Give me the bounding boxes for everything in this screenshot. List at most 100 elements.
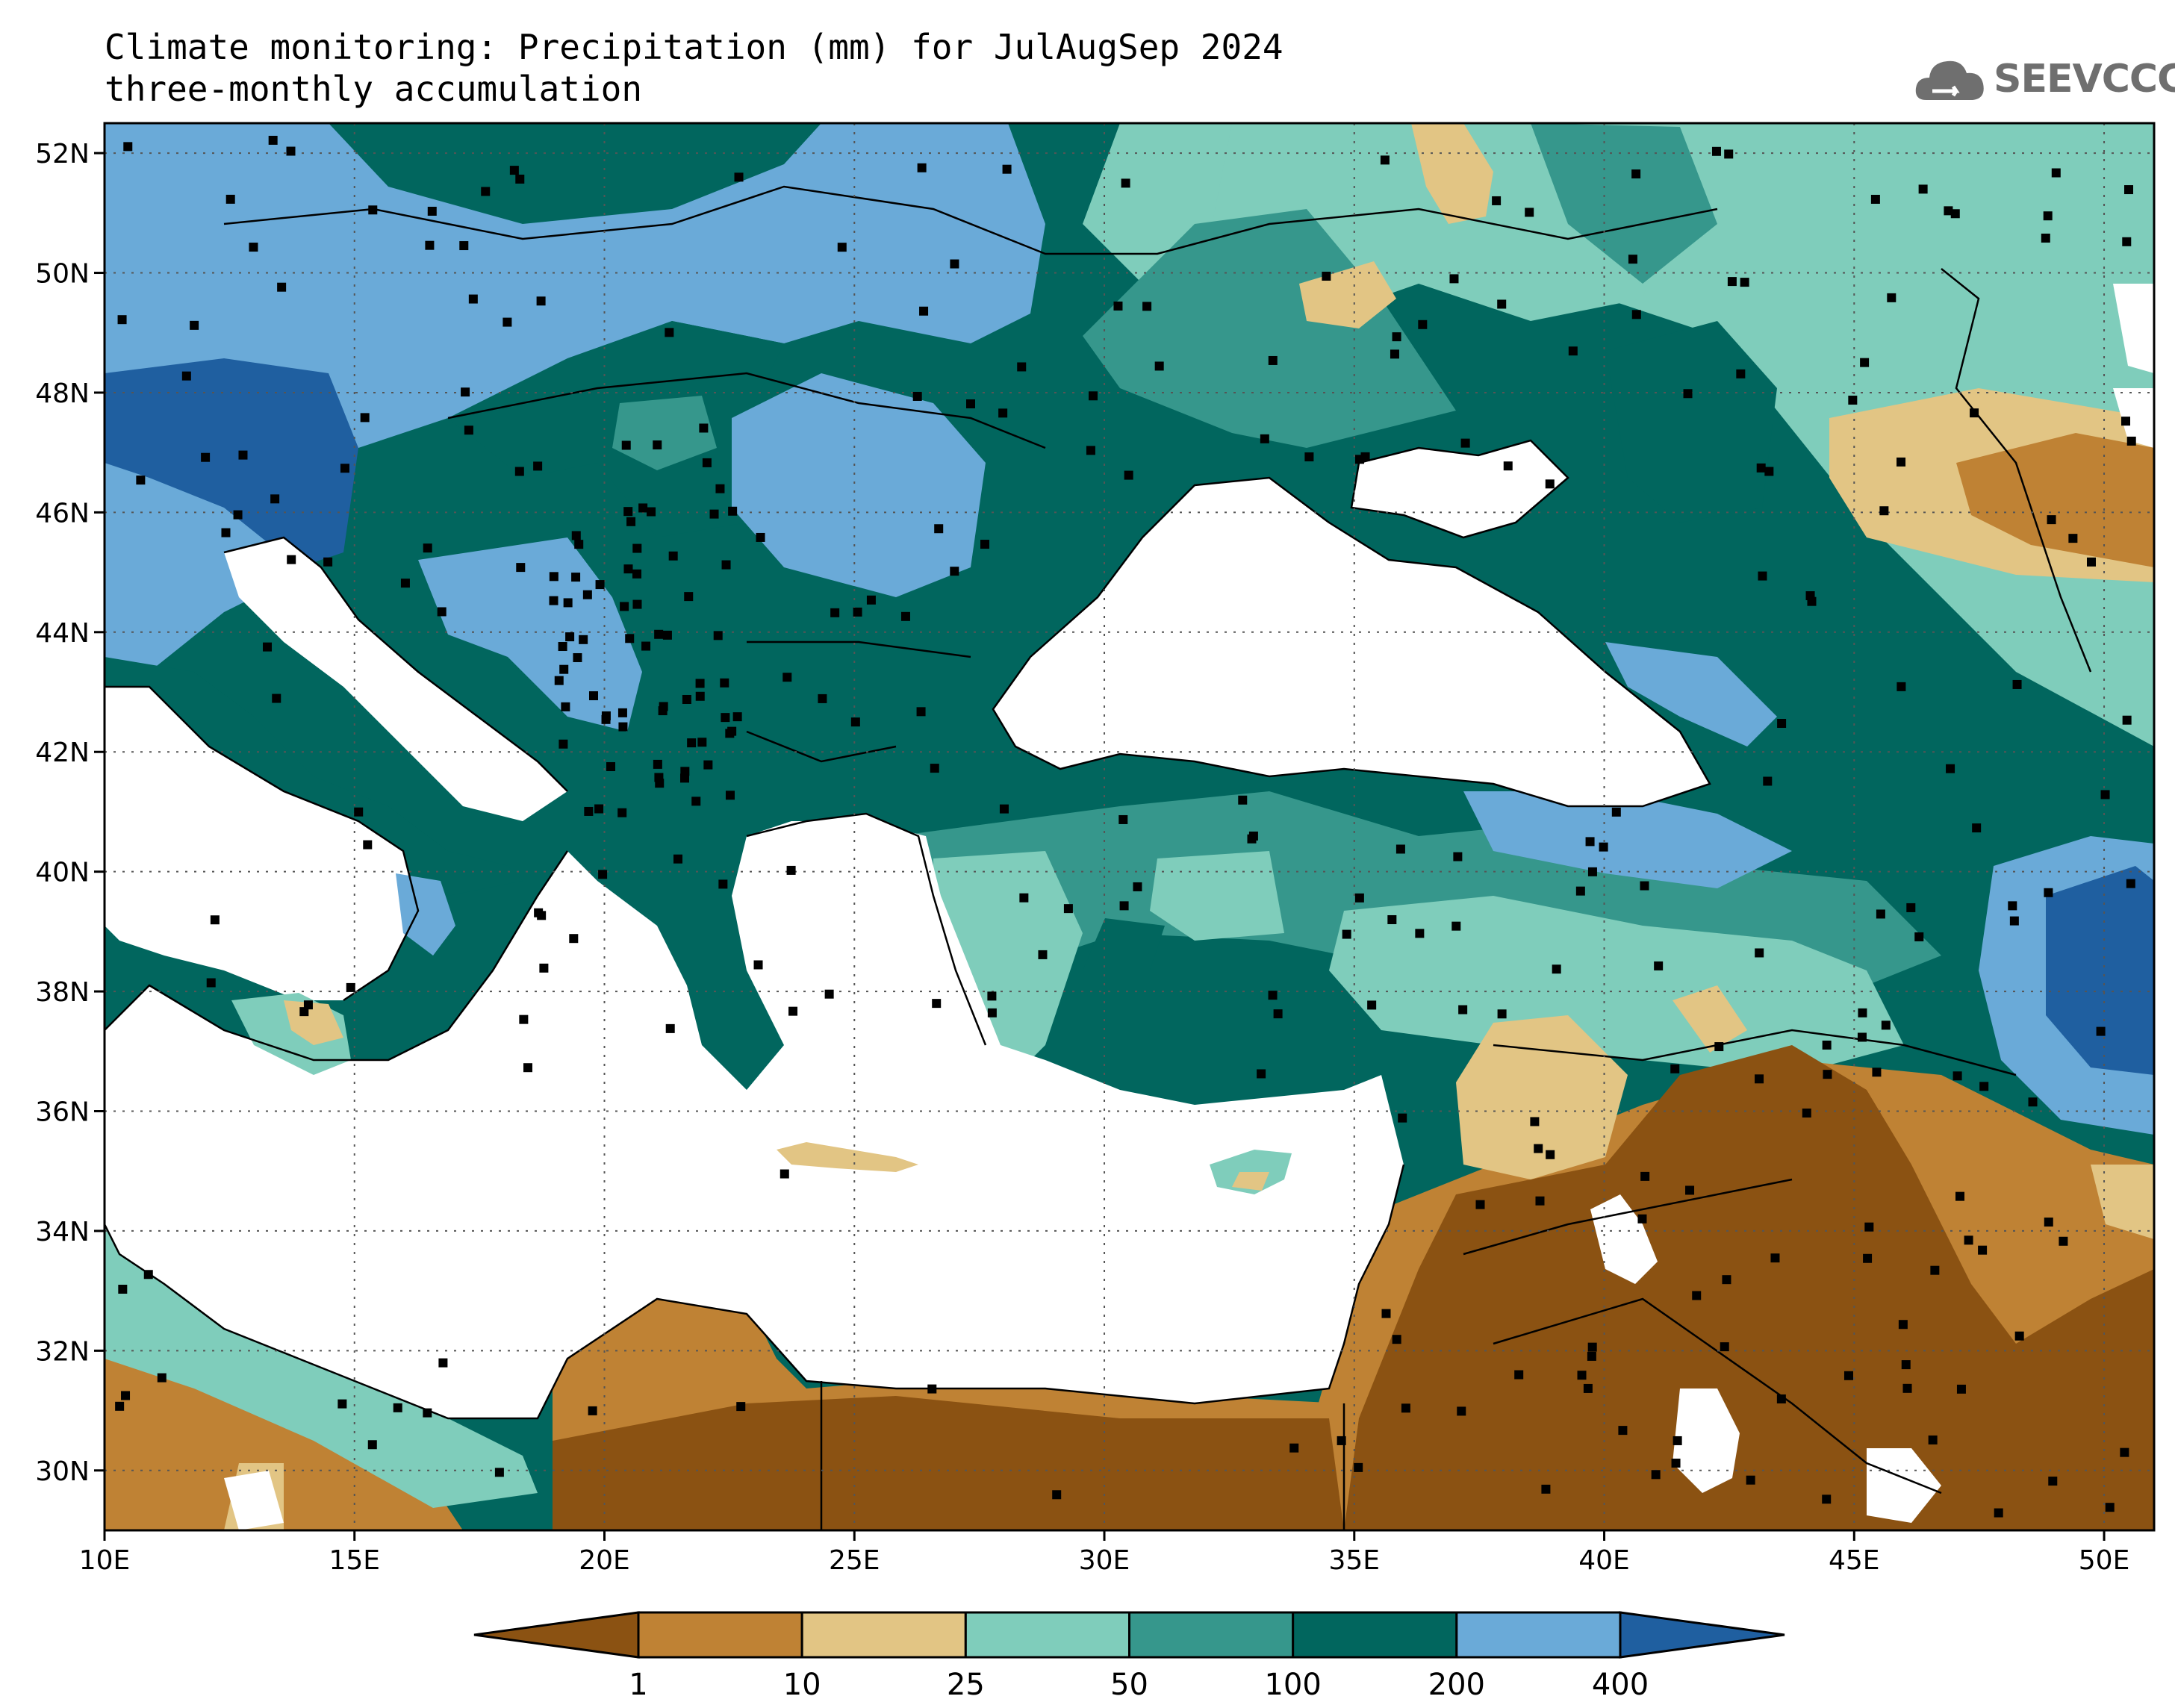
station-marker	[788, 1006, 798, 1016]
station-marker	[782, 673, 792, 682]
station-marker	[2041, 233, 2050, 243]
station-marker	[1142, 302, 1152, 311]
station-marker	[601, 711, 611, 720]
lon-tick-label: 20E	[579, 1545, 630, 1576]
station-marker	[1599, 842, 1608, 852]
station-marker	[727, 726, 737, 736]
station-marker	[654, 773, 664, 782]
station-marker	[1119, 901, 1129, 911]
station-marker	[2120, 1447, 2129, 1457]
station-marker	[734, 172, 744, 182]
station-marker	[1535, 1196, 1545, 1206]
station-marker	[1545, 479, 1555, 489]
station-marker	[594, 804, 604, 814]
station-marker	[1121, 178, 1130, 188]
colorbar-box	[1292, 1611, 1458, 1659]
station-marker	[1902, 1383, 1912, 1393]
station-marker	[623, 564, 633, 574]
station-marker	[263, 642, 273, 652]
station-marker	[461, 387, 470, 397]
station-marker	[427, 206, 437, 216]
station-marker	[1086, 446, 1095, 455]
station-marker	[824, 989, 834, 999]
station-marker	[558, 642, 567, 652]
station-marker	[337, 1399, 347, 1409]
longitude-axis: 10E 15E 20E 25E 30E 35E 40E 45E 50E	[79, 1530, 2129, 1576]
station-marker	[425, 240, 435, 250]
station-marker	[468, 294, 478, 304]
station-marker	[539, 963, 549, 973]
station-marker	[2068, 534, 2078, 543]
station-marker	[621, 440, 631, 450]
station-marker	[626, 517, 636, 526]
station-marker	[190, 320, 199, 330]
station-marker	[1906, 903, 1916, 912]
station-marker	[987, 1008, 997, 1017]
station-marker	[999, 804, 1009, 814]
station-marker	[1944, 206, 1953, 216]
station-marker	[481, 187, 491, 196]
station-marker	[620, 602, 629, 611]
station-marker	[1955, 1191, 1964, 1201]
station-marker	[653, 759, 662, 769]
station-marker	[1946, 764, 1955, 773]
station-marker	[509, 166, 519, 175]
station-marker	[1354, 893, 1364, 903]
station-marker	[617, 808, 627, 817]
station-marker	[569, 934, 579, 944]
station-marker	[638, 503, 648, 513]
lat-tick-label: 38N	[35, 977, 90, 1008]
station-marker	[682, 694, 691, 704]
station-marker	[2051, 168, 2061, 178]
station-marker	[1367, 1000, 1377, 1010]
colorbar-box	[1455, 1611, 1622, 1659]
station-marker	[459, 241, 469, 251]
station-marker	[1587, 867, 1597, 876]
colorbar-box	[964, 1611, 1131, 1659]
colorbar-box	[637, 1611, 803, 1659]
station-marker	[1722, 1275, 1731, 1285]
station-marker	[1453, 852, 1463, 861]
station-marker	[573, 652, 582, 662]
station-marker	[837, 243, 847, 252]
station-marker	[1930, 1265, 1940, 1275]
station-marker	[225, 194, 235, 204]
station-marker	[654, 629, 664, 639]
station-marker	[1631, 169, 1641, 179]
station-marker	[2059, 1236, 2068, 1246]
station-marker	[721, 560, 731, 570]
station-marker	[2044, 888, 2053, 897]
station-marker	[1822, 1494, 1832, 1504]
lat-tick-label: 42N	[35, 738, 90, 768]
station-marker	[1038, 950, 1048, 959]
station-marker	[1611, 807, 1621, 817]
country-borders	[105, 185, 2092, 1530]
station-marker	[534, 908, 544, 917]
station-marker	[980, 540, 990, 549]
station-marker	[346, 982, 355, 992]
station-marker	[1460, 438, 1470, 448]
station-marker	[2009, 916, 2019, 926]
station-marker	[673, 854, 682, 864]
station-marker	[354, 807, 364, 817]
station-marker	[1260, 434, 1269, 443]
station-marker	[919, 306, 929, 316]
station-marker	[623, 507, 633, 517]
station-marker	[1534, 1144, 1543, 1153]
station-marker	[2126, 436, 2136, 446]
station-marker	[1822, 1040, 1832, 1050]
station-marker	[233, 510, 243, 520]
station-marker	[1585, 837, 1595, 847]
station-marker	[123, 142, 133, 152]
station-marker	[1756, 463, 1766, 473]
colorbar-box	[1128, 1611, 1295, 1659]
station-marker	[1089, 391, 1098, 401]
station-marker	[1052, 1490, 1062, 1500]
station-marker	[519, 1014, 529, 1024]
station-marker	[1918, 184, 1928, 194]
station-marker	[514, 467, 524, 476]
precipitation-field	[105, 123, 2154, 1530]
station-marker	[1970, 408, 1979, 418]
station-marker	[360, 413, 370, 423]
